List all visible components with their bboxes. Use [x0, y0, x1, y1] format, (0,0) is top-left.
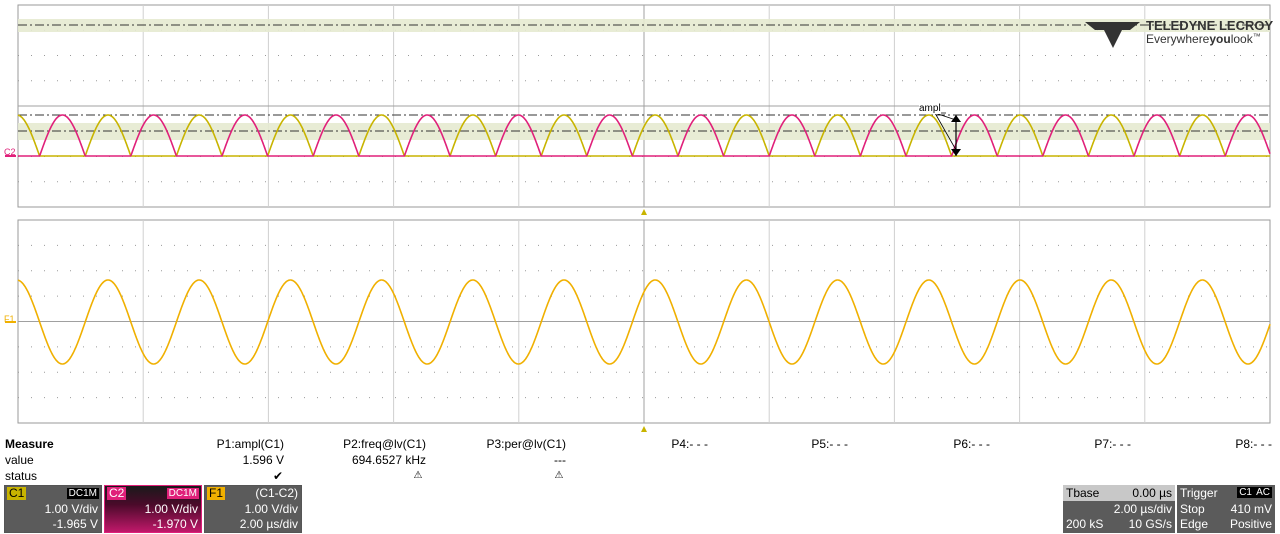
measure-row-status: status: [5, 469, 38, 483]
timebase-per-div: 2.00 µs/div: [1113, 502, 1172, 516]
timebase-box[interactable]: Tbase 0.00 µs 2.00 µs/div 200 kS 10 GS/s: [1063, 485, 1175, 533]
lower-grid: [17, 219, 1271, 424]
ampl-marker: [920, 112, 961, 156]
trigger-position-marker-lower: [641, 426, 647, 432]
c2-trace-label: C2: [4, 147, 16, 157]
c1-coupling: DC1M: [66, 488, 99, 499]
param-p5-name[interactable]: P5:- - -: [811, 437, 848, 451]
trigger-slope: Positive: [1229, 517, 1272, 531]
c2-offset: -1.970 V: [152, 517, 198, 531]
c1-label: C1: [7, 486, 27, 500]
f1-timebase: 2.00 µs/div: [239, 517, 298, 531]
param-p1-status-icon: ✔: [272, 469, 284, 483]
param-p2-value: 694.6527 kHz: [351, 453, 426, 467]
c2-label: C2: [107, 486, 127, 500]
param-p3-warning-icon: ⚠: [554, 470, 564, 481]
param-p3-name[interactable]: P3:per@lv(C1): [486, 437, 566, 451]
trigger-source: C1: [1237, 487, 1254, 498]
param-p8-name[interactable]: P8:- - -: [1235, 437, 1272, 451]
param-p1-name[interactable]: P1:ampl(C1): [216, 437, 284, 451]
c1-trace[interactable]: [17, 114, 1270, 157]
f1-label: F1: [207, 486, 226, 500]
c2-coupling: DC1M: [166, 488, 199, 499]
logo-brand: TELEDYNE LECROY: [1146, 18, 1274, 33]
param-p7-name[interactable]: P7:- - -: [1094, 437, 1131, 451]
f1-scale: 1.00 V/div: [244, 502, 298, 516]
trigger-type: Edge: [1180, 517, 1209, 531]
param-p2-name[interactable]: P2:freq@lv(C1): [343, 437, 426, 451]
measure-title[interactable]: Measure: [5, 437, 54, 451]
trigger-box[interactable]: Trigger C1 AC Stop 410 mV Edge Positive: [1177, 485, 1275, 533]
timebase-rate: 10 GS/s: [1128, 517, 1172, 531]
teledyne-logo-icon: [1085, 22, 1140, 48]
param-p2-warning-icon: ⚠: [413, 470, 423, 481]
c2-scale: 1.00 V/div: [144, 502, 198, 516]
timebase-label: Tbase: [1066, 486, 1100, 500]
channel-c1-box[interactable]: C1 DC1M 1.00 V/div -1.965 V: [4, 485, 102, 533]
timebase-samples: 200 kS: [1066, 517, 1104, 531]
f1-trace[interactable]: [17, 279, 1271, 365]
trigger-mode: Stop: [1180, 502, 1205, 516]
logo-tagline: Everywhereyoulook™: [1146, 32, 1261, 46]
measure-row-value: value: [5, 453, 34, 467]
trigger-coupling: AC: [1254, 487, 1272, 498]
c2-trace[interactable]: [18, 114, 1271, 157]
upper-grid: [17, 4, 1271, 208]
channel-f1-box[interactable]: F1 (C1-C2) 1.00 V/div 2.00 µs/div: [204, 485, 302, 533]
param-p4-name[interactable]: P4:- - -: [671, 437, 708, 451]
trigger-label: Trigger: [1180, 486, 1218, 500]
c1-offset: -1.965 V: [52, 517, 98, 531]
c1-scale: 1.00 V/div: [44, 502, 98, 516]
timebase-delay: 0.00 µs: [1132, 486, 1172, 500]
trigger-position-marker: [641, 209, 647, 215]
trigger-level: 410 mV: [1230, 502, 1272, 516]
param-p3-value: ---: [554, 453, 566, 467]
param-p1-value: 1.596 V: [242, 453, 284, 467]
param-p6-name[interactable]: P6:- - -: [953, 437, 990, 451]
channel-c2-box[interactable]: C2 DC1M 1.00 V/div -1.970 V: [104, 485, 202, 533]
ampl-cursor-label: ampl: [919, 103, 941, 114]
f1-trace-label: F1: [4, 314, 15, 324]
f1-function: (C1-C2): [255, 486, 298, 500]
